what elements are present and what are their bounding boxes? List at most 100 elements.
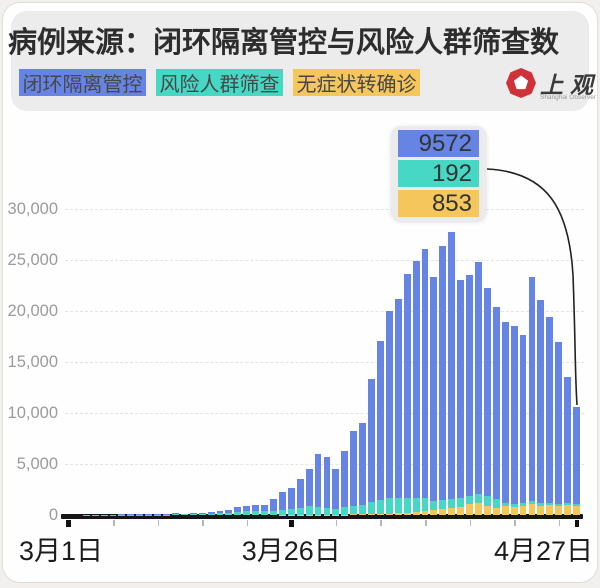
bar-4月22日 — [529, 277, 536, 515]
x-minor-tick — [470, 520, 472, 526]
bar-3月19日 — [225, 510, 232, 515]
bar-3月11日 — [154, 514, 161, 515]
bar-segment — [573, 407, 580, 505]
x-minor-tick — [559, 520, 561, 526]
bar-4月10日 — [422, 249, 429, 515]
bar-segment — [466, 275, 473, 496]
bar-4月13日 — [448, 232, 455, 515]
bar-4月27日 — [573, 407, 580, 515]
bar-4月7日 — [395, 299, 402, 515]
bar-3月16日 — [199, 513, 206, 515]
bar-4月24日 — [546, 317, 553, 515]
bar-segment — [315, 454, 322, 507]
bar-3月21日 — [243, 506, 250, 515]
bar-4月25日 — [555, 342, 562, 515]
bar-segment — [475, 262, 482, 494]
bar-segment — [466, 504, 473, 515]
bar-3月10日 — [145, 514, 152, 515]
bar-3月8日 — [127, 514, 134, 515]
bar-segment — [475, 503, 482, 515]
bar-segment — [422, 498, 429, 511]
bar-segment — [537, 506, 544, 515]
bar-segment — [422, 249, 429, 498]
bar-segment — [502, 506, 509, 515]
gridline-20000 — [65, 311, 584, 312]
bar-segment — [350, 506, 357, 515]
bar-segment — [546, 317, 553, 503]
bar-segment — [324, 508, 331, 515]
y-axis-label-10000: 10,000 — [3, 404, 58, 423]
bar-segment — [190, 514, 197, 515]
bar-segment — [430, 510, 437, 515]
y-axis-label-25000: 25,000 — [3, 251, 58, 270]
bar-4月9日 — [413, 261, 420, 515]
bar-segment — [359, 423, 366, 505]
bar-segment — [430, 501, 437, 510]
x-minor-tick — [380, 520, 382, 526]
bar-segment — [306, 469, 313, 506]
x-minor-tick — [514, 520, 516, 526]
bar-segment — [315, 507, 322, 514]
bar-segment — [297, 479, 304, 507]
x-minor-tick — [158, 520, 160, 526]
bar-4月19日 — [502, 322, 509, 515]
bar-segment — [448, 232, 455, 499]
bar-4月17日 — [484, 288, 491, 515]
bar-3月15日 — [190, 513, 197, 515]
bar-4月8日 — [404, 274, 411, 515]
bar-segment — [439, 509, 446, 515]
bar-segment — [368, 514, 375, 515]
bar-segment — [332, 469, 339, 509]
bar-segment — [484, 506, 491, 515]
bar-segment — [555, 342, 562, 504]
bar-segment — [395, 498, 402, 513]
bar-segment — [413, 512, 420, 515]
bar-4月15日 — [466, 275, 473, 515]
bar-3月23日 — [261, 505, 268, 515]
bar-4月1日 — [341, 451, 348, 515]
bar-segment — [181, 514, 188, 515]
bar-segment — [413, 261, 420, 498]
x-minor-tick — [336, 520, 338, 526]
x-axis-label-3月1日: 3月1日 — [19, 529, 103, 568]
bar-segment — [199, 514, 206, 515]
bar-4月16日 — [475, 262, 482, 515]
bar-segment — [386, 514, 393, 515]
x-axis-label-3月26日: 3月26日 — [242, 529, 341, 568]
bar-3月30日 — [324, 457, 331, 515]
bar-4月3日 — [359, 423, 366, 515]
bar-4月2日 — [350, 431, 357, 515]
bar-3月7日 — [118, 514, 125, 515]
bar-segment — [537, 300, 544, 503]
bar-segment — [511, 326, 518, 503]
bar-segment — [404, 513, 411, 515]
bar-segment — [270, 499, 277, 512]
bar-segment — [520, 506, 527, 515]
bar-segment — [368, 379, 375, 503]
bar-segment — [511, 507, 518, 515]
y-axis-label-15000: 15,000 — [3, 353, 58, 372]
bar-4月18日 — [493, 307, 500, 515]
bar-segment — [564, 377, 571, 504]
gridline-30000 — [65, 209, 584, 210]
bar-segment — [306, 506, 313, 515]
bar-4月23日 — [537, 300, 544, 515]
bar-3月25日 — [279, 492, 286, 515]
x-major-tick-3月1日 — [66, 520, 71, 527]
bar-3月9日 — [136, 514, 143, 515]
bar-segment — [279, 492, 286, 510]
bar-4月6日 — [386, 311, 393, 515]
bar-segment — [529, 277, 536, 501]
bar-segment — [377, 341, 384, 500]
bar-3月24日 — [270, 499, 277, 515]
x-major-tick-3月26日 — [289, 520, 294, 527]
bar-4月20日 — [511, 326, 518, 515]
bar-3月13日 — [172, 513, 179, 515]
bar-segment — [484, 496, 491, 506]
bar-segment — [493, 508, 500, 515]
bar-4月21日 — [520, 335, 527, 515]
bar-segment — [350, 431, 357, 505]
bar-segment — [457, 498, 464, 506]
